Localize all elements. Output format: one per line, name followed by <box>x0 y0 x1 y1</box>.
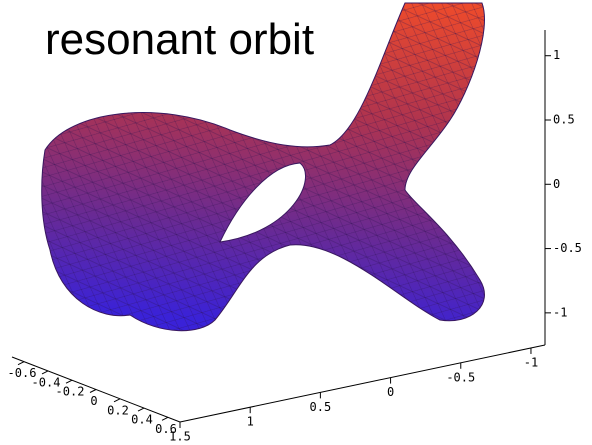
z-tick-label: -0.5 <box>553 241 582 255</box>
x-tick <box>138 408 144 411</box>
x-tick-label: -0.2 <box>56 385 85 399</box>
y-tick-label: 0 <box>387 385 394 399</box>
x-tick-label: 0 <box>90 394 97 408</box>
x-tick <box>114 399 120 402</box>
x-tick <box>162 417 168 420</box>
x-tick <box>90 390 96 393</box>
x-tick <box>66 380 72 383</box>
y-tick-label: -1 <box>524 355 538 369</box>
chart: resonant orbit -0.6-0.4-0.200.20.40.61.5… <box>0 0 592 445</box>
y-axis <box>180 345 545 422</box>
x-tick-label: 0.2 <box>107 403 129 417</box>
chart-title: resonant orbit <box>45 15 314 64</box>
y-tick-label: 0.5 <box>310 400 332 414</box>
x-tick <box>42 371 48 374</box>
x-tick <box>18 362 24 365</box>
z-tick-label: 0 <box>553 177 560 191</box>
z-tick-label: -1 <box>553 305 567 319</box>
z-tick-label: 1 <box>553 48 560 62</box>
z-tick-label: 0.5 <box>553 113 575 127</box>
y-tick-label: -0.5 <box>446 370 475 384</box>
x-tick-label: 0.4 <box>131 413 153 427</box>
y-tick-label: 1.5 <box>169 430 191 444</box>
y-tick-label: 1 <box>247 415 254 429</box>
